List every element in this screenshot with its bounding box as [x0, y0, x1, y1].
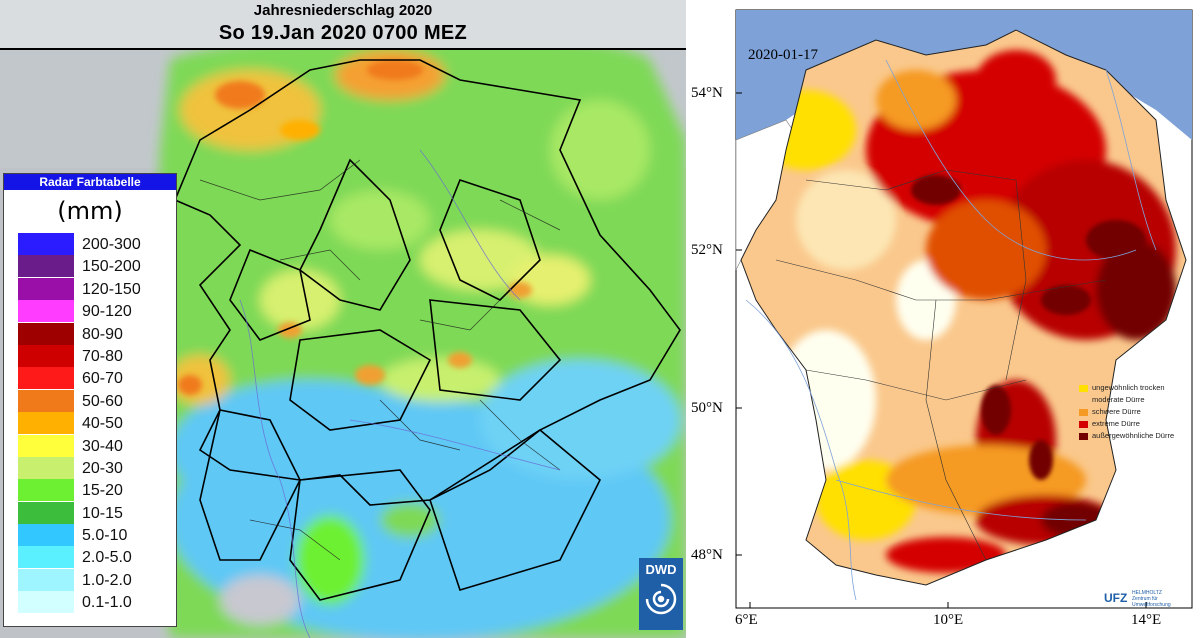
legend-row: 60-70 [18, 367, 176, 391]
legend-label: 15-20 [82, 482, 123, 500]
lon-label-14: 14°E [1131, 612, 1162, 628]
map-title: Jahresniederschlag 2020 [253, 2, 433, 19]
lon-label-6: 6°E [735, 612, 758, 628]
legend-swatch [18, 412, 74, 436]
legend-label: 60-70 [82, 370, 123, 388]
dwd-logo: DWD [639, 558, 683, 630]
legend-label: 80-90 [82, 325, 123, 343]
drought-legend-label: schwere Dürre [1092, 407, 1141, 416]
legend-label: 200-300 [82, 236, 141, 253]
ufz-logo-sub: HELMHOLTZ Zentrum für Umweltforschung [1132, 590, 1184, 608]
legend-swatch [18, 255, 74, 279]
legend-rows: 200-300 150-200 120-150 90-120 80-90 70-80 60-… [4, 233, 176, 615]
drought-legend-row: extreme Dürre [1079, 419, 1189, 431]
legend-label: 120-150 [82, 280, 141, 298]
lat-label-50: 50°N [691, 400, 723, 416]
map-timestamp: So 19.Jan 2020 0700 MEZ [218, 22, 468, 44]
drought-legend: ungewöhnlich trocken moderate Dürre schwer… [1079, 383, 1189, 443]
legend-row: 10-15 [18, 501, 176, 525]
legend-swatch [18, 434, 74, 458]
map-title-bar: Jahresniederschlag 2020 So 19.Jan 2020 0… [0, 0, 686, 50]
dwd-logo-text: DWD [645, 562, 677, 577]
lon-label-10: 10°E [933, 612, 964, 628]
legend-row: 30-40 [18, 434, 176, 458]
drought-legend-label: außergewöhnliche Dürre [1092, 431, 1175, 440]
legend-label: 90-120 [82, 303, 132, 321]
radar-precip-map [150, 33, 686, 638]
lat-label-52: 52°N [691, 242, 723, 258]
ufz-logo-main: UFZ [1104, 591, 1128, 605]
ufz-logo-sub1: HELMHOLTZ [1132, 590, 1162, 596]
legend-label: 1.0-2.0 [82, 571, 132, 589]
lat-label-54: 54°N [691, 85, 723, 101]
legend-row: 150-200 [18, 255, 176, 279]
legend-label: 2.0-5.0 [82, 549, 132, 567]
legend-label: 50-60 [82, 392, 123, 410]
legend-row: 80-90 [18, 322, 176, 346]
legend-swatch [18, 546, 74, 570]
drought-legend-row: ungewöhnlich trocken [1079, 383, 1189, 395]
drought-legend-row: moderate Dürre [1079, 395, 1189, 407]
drought-map [735, 9, 1193, 609]
ufz-logo: UFZ HELMHOLTZ Zentrum für Umweltforschung [1104, 589, 1184, 609]
drought-map-panel: ungewöhnlich trocken moderate Dürre schwer… [686, 0, 1200, 638]
legend-row: 120-150 [18, 277, 176, 301]
legend-swatch [18, 233, 74, 256]
legend-row: 50-60 [18, 389, 176, 413]
legend-label: 30-40 [82, 437, 123, 455]
drought-legend-swatch [1079, 397, 1088, 404]
drought-legend-label: extreme Dürre [1092, 419, 1140, 428]
legend-row: 2.0-5.0 [18, 546, 176, 570]
legend-swatch [18, 344, 74, 368]
legend-header: Radar Farbtabelle [4, 174, 176, 190]
drought-legend-label: ungewöhnlich trocken [1092, 383, 1165, 392]
drought-map-date: 2020-01-17 [748, 47, 818, 63]
drought-legend-row: außergewöhnliche Dürre [1079, 431, 1189, 443]
legend-label: 150-200 [82, 258, 141, 276]
legend-unit: (mm) [57, 197, 123, 225]
legend-row: 15-20 [18, 479, 176, 503]
drought-legend-swatch [1079, 385, 1088, 392]
legend-label: 20-30 [82, 459, 123, 477]
legend-swatch [18, 591, 74, 615]
radar-color-legend: Radar Farbtabelle (mm) 200-300 150-200 120… [3, 173, 177, 627]
legend-row: 5.0-10 [18, 524, 176, 548]
legend-label: 40-50 [82, 415, 123, 433]
drought-legend-swatch [1079, 433, 1088, 440]
ufz-logo-sub2: Zentrum für Umweltforschung [1132, 596, 1171, 608]
precipitation-map-panel: Jahresniederschlag 2020 So 19.Jan 2020 0… [0, 0, 686, 638]
lat-label-48: 48°N [691, 547, 723, 563]
legend-swatch [18, 300, 74, 324]
drought-legend-rows: ungewöhnlich trocken moderate Dürre schwer… [1079, 383, 1189, 443]
legend-label: 10-15 [82, 504, 123, 522]
legend-swatch [18, 501, 74, 525]
legend-label: 70-80 [82, 347, 123, 365]
dwd-swirl-icon [645, 583, 677, 615]
drought-legend-label: moderate Dürre [1092, 395, 1145, 404]
legend-row: 0.1-1.0 [18, 591, 176, 615]
drought-legend-swatch [1079, 421, 1088, 428]
legend-row: 70-80 [18, 344, 176, 368]
legend-label: 5.0-10 [82, 527, 128, 545]
legend-row: 1.0-2.0 [18, 568, 176, 592]
legend-swatch [18, 389, 74, 413]
legend-row: 20-30 [18, 456, 176, 480]
legend-row: 90-120 [18, 300, 176, 324]
legend-swatch [18, 322, 74, 346]
legend-swatch [18, 568, 74, 592]
legend-label: 0.1-1.0 [82, 594, 132, 612]
drought-legend-row: schwere Dürre [1079, 407, 1189, 419]
legend-swatch [18, 277, 74, 301]
legend-row: 200-300 [18, 233, 176, 256]
drought-legend-swatch [1079, 409, 1088, 416]
legend-swatch [18, 456, 74, 480]
legend-swatch [18, 479, 74, 503]
legend-row: 40-50 [18, 412, 176, 436]
legend-swatch [18, 367, 74, 391]
legend-swatch [18, 524, 74, 548]
